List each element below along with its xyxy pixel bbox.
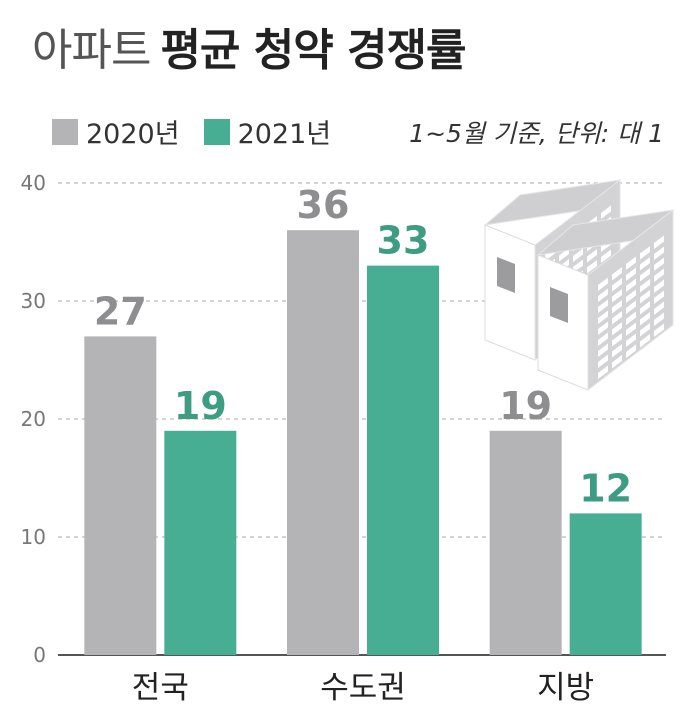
bar-layer: 27 19 전국 36 33 수도권 19 12 지방 — [84, 183, 642, 706]
legend-label-2021: 2021년 — [237, 119, 332, 150]
bar-수도권-2021년 — [367, 265, 439, 655]
y-tick-label: 40 — [21, 171, 46, 195]
category-label: 전국 — [132, 670, 189, 706]
unit-note: 1~5월 기준, 단위: 대 1 — [409, 119, 664, 148]
value-label: 27 — [94, 289, 147, 333]
y-tick-label: 10 — [21, 525, 46, 549]
y-tick-label: 30 — [21, 289, 46, 313]
title-bold: 평균 청약 경쟁률 — [160, 25, 466, 76]
bar-지방-2020년 — [489, 430, 562, 655]
grid-layer: 0 10 20 30 40 — [21, 171, 666, 667]
value-label: 36 — [297, 183, 350, 227]
y-tick-label: 20 — [21, 407, 46, 431]
y-tick-label: 0 — [33, 643, 46, 667]
bar-지방-2021년 — [569, 513, 642, 655]
category-label: 수도권 — [320, 670, 406, 706]
apartment-buildings-icon — [483, 178, 675, 392]
legend-label-2020: 2020년 — [86, 119, 180, 150]
value-label: 12 — [579, 466, 632, 510]
title-light: 아파트 — [32, 25, 151, 76]
bar-전국-2021년 — [164, 430, 237, 655]
legend-swatch-2021 — [203, 118, 230, 145]
legend-swatch-2020 — [52, 118, 78, 145]
apartment-building-icon — [536, 208, 675, 392]
legend: 2020년 2021년 — [52, 112, 355, 151]
bar-수도권-2020년 — [287, 230, 359, 655]
category-label: 지방 — [537, 670, 594, 706]
bar-전국-2020년 — [84, 336, 157, 655]
legend-item-2020: 2020년 — [52, 112, 180, 151]
chart-title: 아파트 평균 청약 경쟁률 — [32, 14, 466, 78]
value-label: 19 — [499, 384, 552, 428]
value-label: 19 — [174, 384, 227, 428]
legend-item-2021: 2021년 — [203, 112, 332, 151]
value-label: 33 — [377, 219, 430, 263]
